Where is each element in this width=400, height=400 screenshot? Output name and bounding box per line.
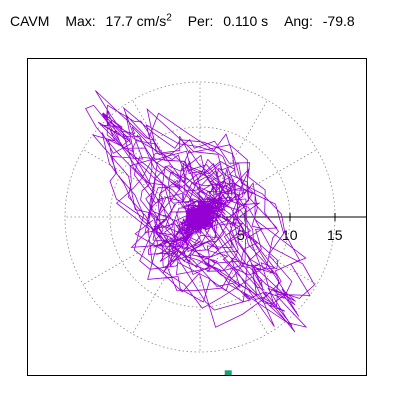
header-bar: CAVM Max: 17.7 cm/s2 Per: 0.110 s Ang: -… [10, 13, 355, 29]
polar-plot: 5 10 15 [64, 81, 366, 375]
grid-spoke-30 [199, 149, 318, 218]
grid-spoke-300 [199, 216, 268, 335]
plot-area: 5 10 15 [27, 58, 367, 376]
grid-spoke-210 [82, 216, 201, 285]
period-label: Per: [187, 13, 214, 29]
grid-spoke-150 [82, 149, 201, 218]
motion-trace [85, 90, 316, 333]
angle-value: -79.8 [322, 13, 355, 29]
max-marker [224, 370, 232, 375]
x-tick-label-10: 10 [282, 227, 298, 243]
max-value: 17.7 cm/s2 [105, 12, 172, 29]
grid-spoke-60 [199, 99, 268, 218]
angle-label: Ang: [284, 13, 313, 29]
max-label: Max: [65, 13, 96, 29]
grid-spoke-120 [132, 99, 201, 218]
max-exponent: 2 [166, 12, 172, 24]
x-tick-label-15: 15 [327, 227, 343, 243]
grid-spoke-240 [132, 216, 201, 335]
station-name: CAVM [10, 13, 50, 29]
period-value: 0.110 s [223, 13, 269, 29]
grid-spoke-330 [199, 216, 318, 285]
